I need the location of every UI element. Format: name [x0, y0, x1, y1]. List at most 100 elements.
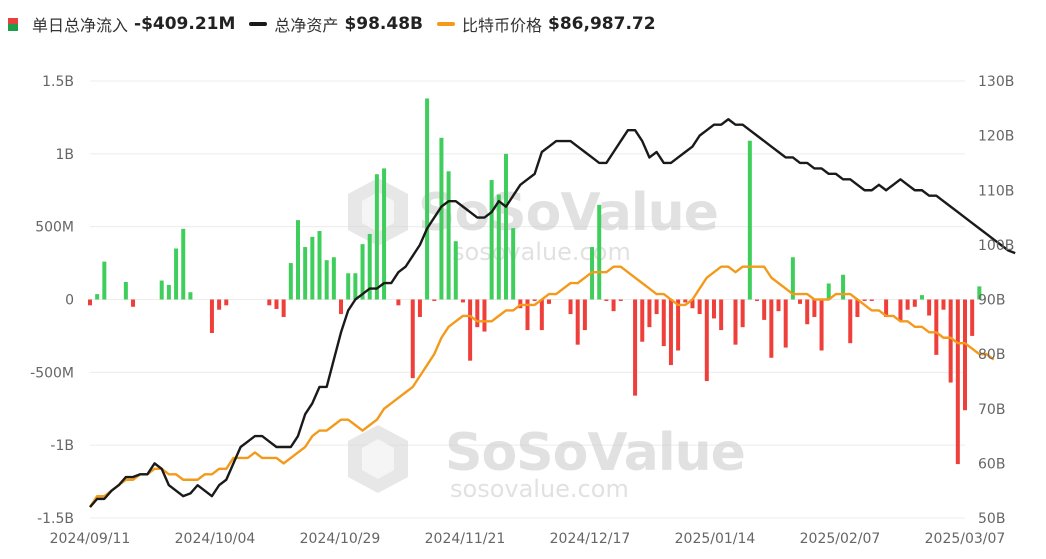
flow-bar [934, 299, 939, 355]
flow-bar [912, 299, 917, 307]
flow-bar [755, 299, 760, 301]
legend-label-btc-price: 比特币价格 [462, 16, 543, 35]
flow-bar [955, 299, 960, 465]
legend-item-total-net-assets[interactable]: 总净资产 $98.48B [249, 12, 423, 36]
y-left-tick-label: -1B [50, 438, 74, 454]
legend-value-btc-price: $86,987.72 [548, 14, 656, 34]
flow-bar [339, 299, 344, 315]
x-tick-label: 2024/10/04 [175, 531, 256, 547]
y-left-tick-label: -1.5B [37, 511, 74, 527]
flow-bar [848, 299, 853, 344]
legend-label-daily-net-inflow: 单日总净流入 [32, 16, 129, 35]
flow-bar [769, 299, 774, 358]
flow-bar [475, 299, 480, 328]
y-left-tick-label: 1.5B [42, 74, 74, 90]
flow-bar [209, 299, 214, 333]
flow-bar [382, 168, 387, 300]
flow-bar [525, 299, 530, 331]
y-left-tick-label: -500M [30, 365, 74, 381]
flow-bar [711, 299, 716, 319]
flow-bar [740, 299, 745, 328]
flow-bar [970, 299, 975, 336]
flow-bar [446, 171, 451, 300]
watermark-logo-icon-bottom [348, 425, 408, 493]
flow-bar [704, 299, 709, 382]
y-left-tick-label: 0 [65, 293, 74, 309]
flow-bar [102, 261, 107, 300]
flow-bar [941, 299, 946, 310]
flow-bar [496, 194, 501, 300]
flow-bar [862, 299, 867, 301]
flow-bar [826, 283, 831, 300]
x-tick-label: 2025/02/07 [800, 531, 881, 547]
flow-bar [267, 299, 272, 306]
total-net-assets-swatch-icon [249, 22, 268, 26]
flow-bar [790, 257, 795, 300]
flow-bar [798, 299, 803, 304]
sosovalue-watermark: SoSoValue sosovalue.com SoSoValue sosova… [348, 178, 746, 503]
flow-bar [489, 180, 494, 300]
flow-bar [640, 299, 645, 342]
btc-price-swatch-icon [437, 22, 455, 26]
flow-bar [654, 299, 659, 315]
flow-bar [123, 282, 128, 300]
y-right-tick-label: 50B [978, 511, 1005, 527]
flow-bar [274, 299, 279, 309]
y-right-tick-label: 130B [978, 74, 1014, 90]
flow-bar [346, 273, 351, 300]
left-axis-tick-labels: 1.5B 1B 500M 0 -500M -1B -1.5B [30, 74, 74, 527]
flow-bar [762, 299, 767, 320]
flow-bar [310, 236, 315, 300]
flow-bar [582, 299, 587, 331]
legend-label-total-net-assets: 总净资产 [274, 16, 339, 35]
total-net-assets-line [89, 118, 1016, 508]
flow-bar [697, 299, 702, 315]
y-right-tick-label: 90B [978, 293, 1005, 309]
y-right-tick-label: 100B [978, 238, 1014, 254]
flow-bar [331, 257, 336, 300]
y-right-tick-label: 70B [978, 402, 1005, 418]
flow-bar [747, 140, 752, 300]
flow-bar [597, 204, 602, 300]
flow-bar [174, 248, 179, 300]
flow-bar [367, 233, 372, 300]
flow-bar [295, 220, 300, 300]
watermark-brand-bottom: SoSoValue [445, 423, 745, 483]
flow-bar [547, 299, 552, 304]
x-tick-label: 2025/01/14 [675, 531, 756, 547]
flow-bar [317, 231, 322, 300]
flow-bar [963, 299, 967, 411]
flow-bar [460, 299, 465, 303]
legend-item-daily-net-inflow[interactable]: 单日总净流入 -$409.21M [8, 12, 235, 36]
flow-bar [539, 299, 544, 331]
x-tick-label: 2024/10/29 [300, 531, 381, 547]
flow-bar [95, 294, 100, 300]
x-tick-label: 2024/11/21 [425, 531, 506, 547]
flow-bar [905, 299, 910, 310]
flow-bar [281, 299, 286, 317]
flow-bar [396, 299, 401, 306]
flow-bar [676, 299, 681, 351]
flow-bar [948, 299, 953, 383]
flow-bar [604, 299, 609, 301]
flow-bar [884, 299, 889, 317]
flow-bar [819, 299, 824, 351]
flow-bar [690, 299, 695, 309]
flow-bar [360, 244, 365, 300]
flow-bar [217, 299, 222, 310]
flow-bar [812, 299, 817, 317]
legend-item-btc-price[interactable]: 比特币价格 $86,987.72 [437, 12, 656, 36]
legend-value-total-net-assets: $98.48B [344, 14, 423, 34]
flow-bar [303, 247, 308, 300]
flow-bar [855, 299, 860, 317]
flow-bar [374, 174, 379, 300]
x-tick-label: 2025/03/07 [925, 531, 1006, 547]
x-tick-label: 2024/09/11 [50, 531, 131, 547]
flow-bar [575, 299, 580, 345]
daily-flow-swatch-icon [8, 17, 18, 31]
flow-bar [88, 299, 92, 306]
flow-bar [482, 299, 487, 332]
flow-bar [166, 284, 171, 300]
flow-bar [783, 299, 788, 348]
flow-bar [159, 280, 164, 300]
